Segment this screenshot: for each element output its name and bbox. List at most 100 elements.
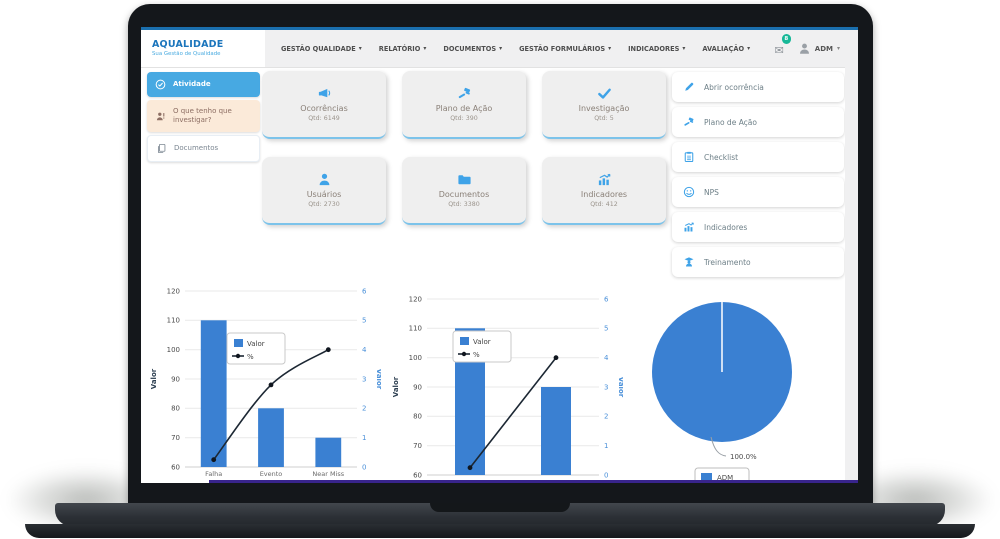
app-logo[interactable]: AQUALIDADE Sua Gestão de Qualidade — [141, 30, 265, 67]
menu-item-indicadores[interactable]: INDICADORES ▾ — [628, 44, 686, 53]
pencil-icon — [683, 81, 695, 93]
svg-text:100.0%: 100.0% — [730, 453, 757, 461]
svg-text:60: 60 — [171, 463, 180, 471]
quick-action-nps[interactable]: NPS — [672, 177, 844, 207]
user-name: ADM — [814, 44, 833, 53]
chevron-down-icon: ▾ — [747, 44, 751, 52]
quick-action-checklist[interactable]: Checklist — [672, 142, 844, 172]
svg-text:110: 110 — [167, 317, 180, 325]
card-qtd-value: Qtd: 412 — [590, 201, 618, 208]
svg-text:5: 5 — [362, 317, 366, 325]
student-icon — [683, 256, 695, 268]
svg-text:80: 80 — [413, 413, 422, 421]
svg-text:90: 90 — [413, 383, 422, 391]
svg-text:4: 4 — [362, 346, 367, 354]
svg-text:Near Miss: Near Miss — [312, 470, 344, 478]
svg-text:5: 5 — [604, 325, 608, 333]
svg-text:80: 80 — [171, 405, 180, 413]
svg-text:Valor: Valor — [617, 377, 623, 398]
chevron-down-icon: ▾ — [499, 44, 503, 52]
top-accent-bar — [141, 27, 858, 30]
menu-item-relatorio[interactable]: RELATÓRIO ▾ — [378, 44, 427, 53]
svg-text:90: 90 — [171, 375, 180, 383]
chart-icon — [683, 221, 695, 233]
svg-text:%: % — [247, 353, 254, 361]
user-icon — [317, 172, 332, 187]
chevron-down-icon: ▾ — [836, 44, 840, 52]
menu-item-documentos[interactable]: DOCUMENTOS ▾ — [443, 44, 503, 53]
chevron-down-icon: ▾ — [358, 44, 362, 52]
menu-item-gestao-formularios[interactable]: GESTÃO FORMULÁRIOS ▾ — [519, 44, 612, 53]
notifications-button[interactable]: ✉ 8 — [774, 34, 792, 58]
svg-text:ADM: ADM — [717, 474, 733, 482]
svg-text:4: 4 — [604, 354, 609, 362]
chevron-down-icon: ▾ — [682, 44, 686, 52]
svg-text:Valor: Valor — [247, 340, 265, 348]
card-qtd-value: Qtd: 3380 — [448, 201, 480, 208]
svg-text:6: 6 — [362, 287, 367, 295]
check-icon — [597, 86, 612, 101]
card-ocorrencias[interactable]: Ocorrências Qtd: 6149 — [262, 71, 386, 139]
user-alert-icon — [155, 111, 166, 122]
chart-legend: Valor% — [452, 330, 512, 363]
svg-text:120: 120 — [409, 295, 422, 303]
laptop-screen-bezel: AQUALIDADE Sua Gestão de Qualidade GESTÃ… — [128, 4, 873, 505]
svg-text:100: 100 — [167, 346, 180, 354]
svg-text:70: 70 — [171, 434, 180, 442]
svg-text:Valor: Valor — [150, 368, 158, 389]
laptop-base-notch — [430, 503, 570, 512]
menu-item-avaliacao[interactable]: AVALIAÇÃO ▾ — [702, 44, 751, 53]
envelope-icon: ✉ — [774, 44, 784, 57]
svg-text:110: 110 — [409, 325, 422, 333]
sidebar-item-o-que-tenho-que-investigar[interactable]: O que tenho que investigar? — [147, 100, 260, 133]
navbar-right: ✉ 8 ADM ▾ — [775, 30, 858, 67]
svg-text:1: 1 — [604, 442, 608, 450]
sidebar-item-atividade[interactable]: Atividade — [147, 72, 260, 97]
folder-icon — [457, 172, 472, 187]
card-documentos[interactable]: Documentos Qtd: 3380 — [402, 157, 526, 225]
svg-text:Falha: Falha — [205, 470, 222, 478]
quick-action-abrir-ocorrencia[interactable]: Abrir ocorrência — [672, 72, 844, 102]
pie-chart: 100.0% ADM — [652, 302, 792, 483]
check-circle-icon — [155, 79, 166, 90]
card-plano-de-acao[interactable]: Plano de Ação Qtd: 390 — [402, 71, 526, 139]
svg-text:6: 6 — [604, 295, 609, 303]
quick-action-plano-de-acao[interactable]: Plano de Ação — [672, 107, 844, 137]
gavel-icon — [683, 116, 695, 128]
card-usuarios[interactable]: Usuários Qtd: 2730 — [262, 157, 386, 225]
footer-accent-line — [209, 479, 858, 483]
svg-text:0: 0 — [362, 463, 366, 471]
quick-action-treinamento[interactable]: Treinamento — [672, 247, 844, 277]
chevron-down-icon: ▾ — [423, 44, 427, 52]
svg-text:1: 1 — [362, 434, 366, 442]
app-window: AQUALIDADE Sua Gestão de Qualidade GESTÃ… — [141, 27, 858, 483]
quick-action-indicadores[interactable]: Indicadores — [672, 212, 844, 242]
notification-badge: 8 — [781, 34, 792, 44]
svg-text:Valor: Valor — [375, 369, 381, 390]
smiley-icon — [683, 186, 695, 198]
vertical-scrollbar[interactable] — [845, 67, 858, 483]
checklist-icon — [683, 151, 695, 163]
pareto-chart-1: 60 70 80 90 100 110 120 0 1 2 3 4 5 6 Falha Evento Near … — [150, 287, 381, 478]
svg-text:3: 3 — [362, 375, 366, 383]
laptop-base-bottom — [25, 524, 975, 538]
svg-text:Valor: Valor — [473, 338, 491, 346]
card-indicadores[interactable]: Indicadores Qtd: 412 — [542, 157, 666, 225]
svg-text:100: 100 — [409, 354, 422, 362]
card-qtd-value: Qtd: 5 — [594, 115, 614, 122]
card-qtd-value: Qtd: 2730 — [308, 201, 340, 208]
menu-item-gestao-qualidade[interactable]: GESTÃO QUALIDADE ▾ — [281, 44, 362, 53]
gavel-icon — [457, 86, 472, 101]
svg-text:70: 70 — [413, 442, 422, 450]
chart-legend: ADM — [694, 467, 750, 483]
user-menu[interactable]: ADM ▾ — [798, 42, 840, 55]
card-investigacao[interactable]: Investigação Qtd: 5 — [542, 71, 666, 139]
chevron-down-icon: ▾ — [608, 44, 612, 52]
docs-copy-icon — [156, 143, 167, 154]
sidebar-item-documentos[interactable]: Documentos — [147, 135, 260, 163]
svg-text:Valor: Valor — [392, 376, 400, 397]
user-avatar-icon — [798, 42, 811, 55]
svg-text:0: 0 — [604, 471, 608, 479]
svg-text:2: 2 — [362, 405, 366, 413]
